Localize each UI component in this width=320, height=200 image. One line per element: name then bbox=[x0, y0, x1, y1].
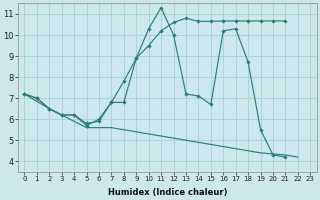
X-axis label: Humidex (Indice chaleur): Humidex (Indice chaleur) bbox=[108, 188, 227, 197]
